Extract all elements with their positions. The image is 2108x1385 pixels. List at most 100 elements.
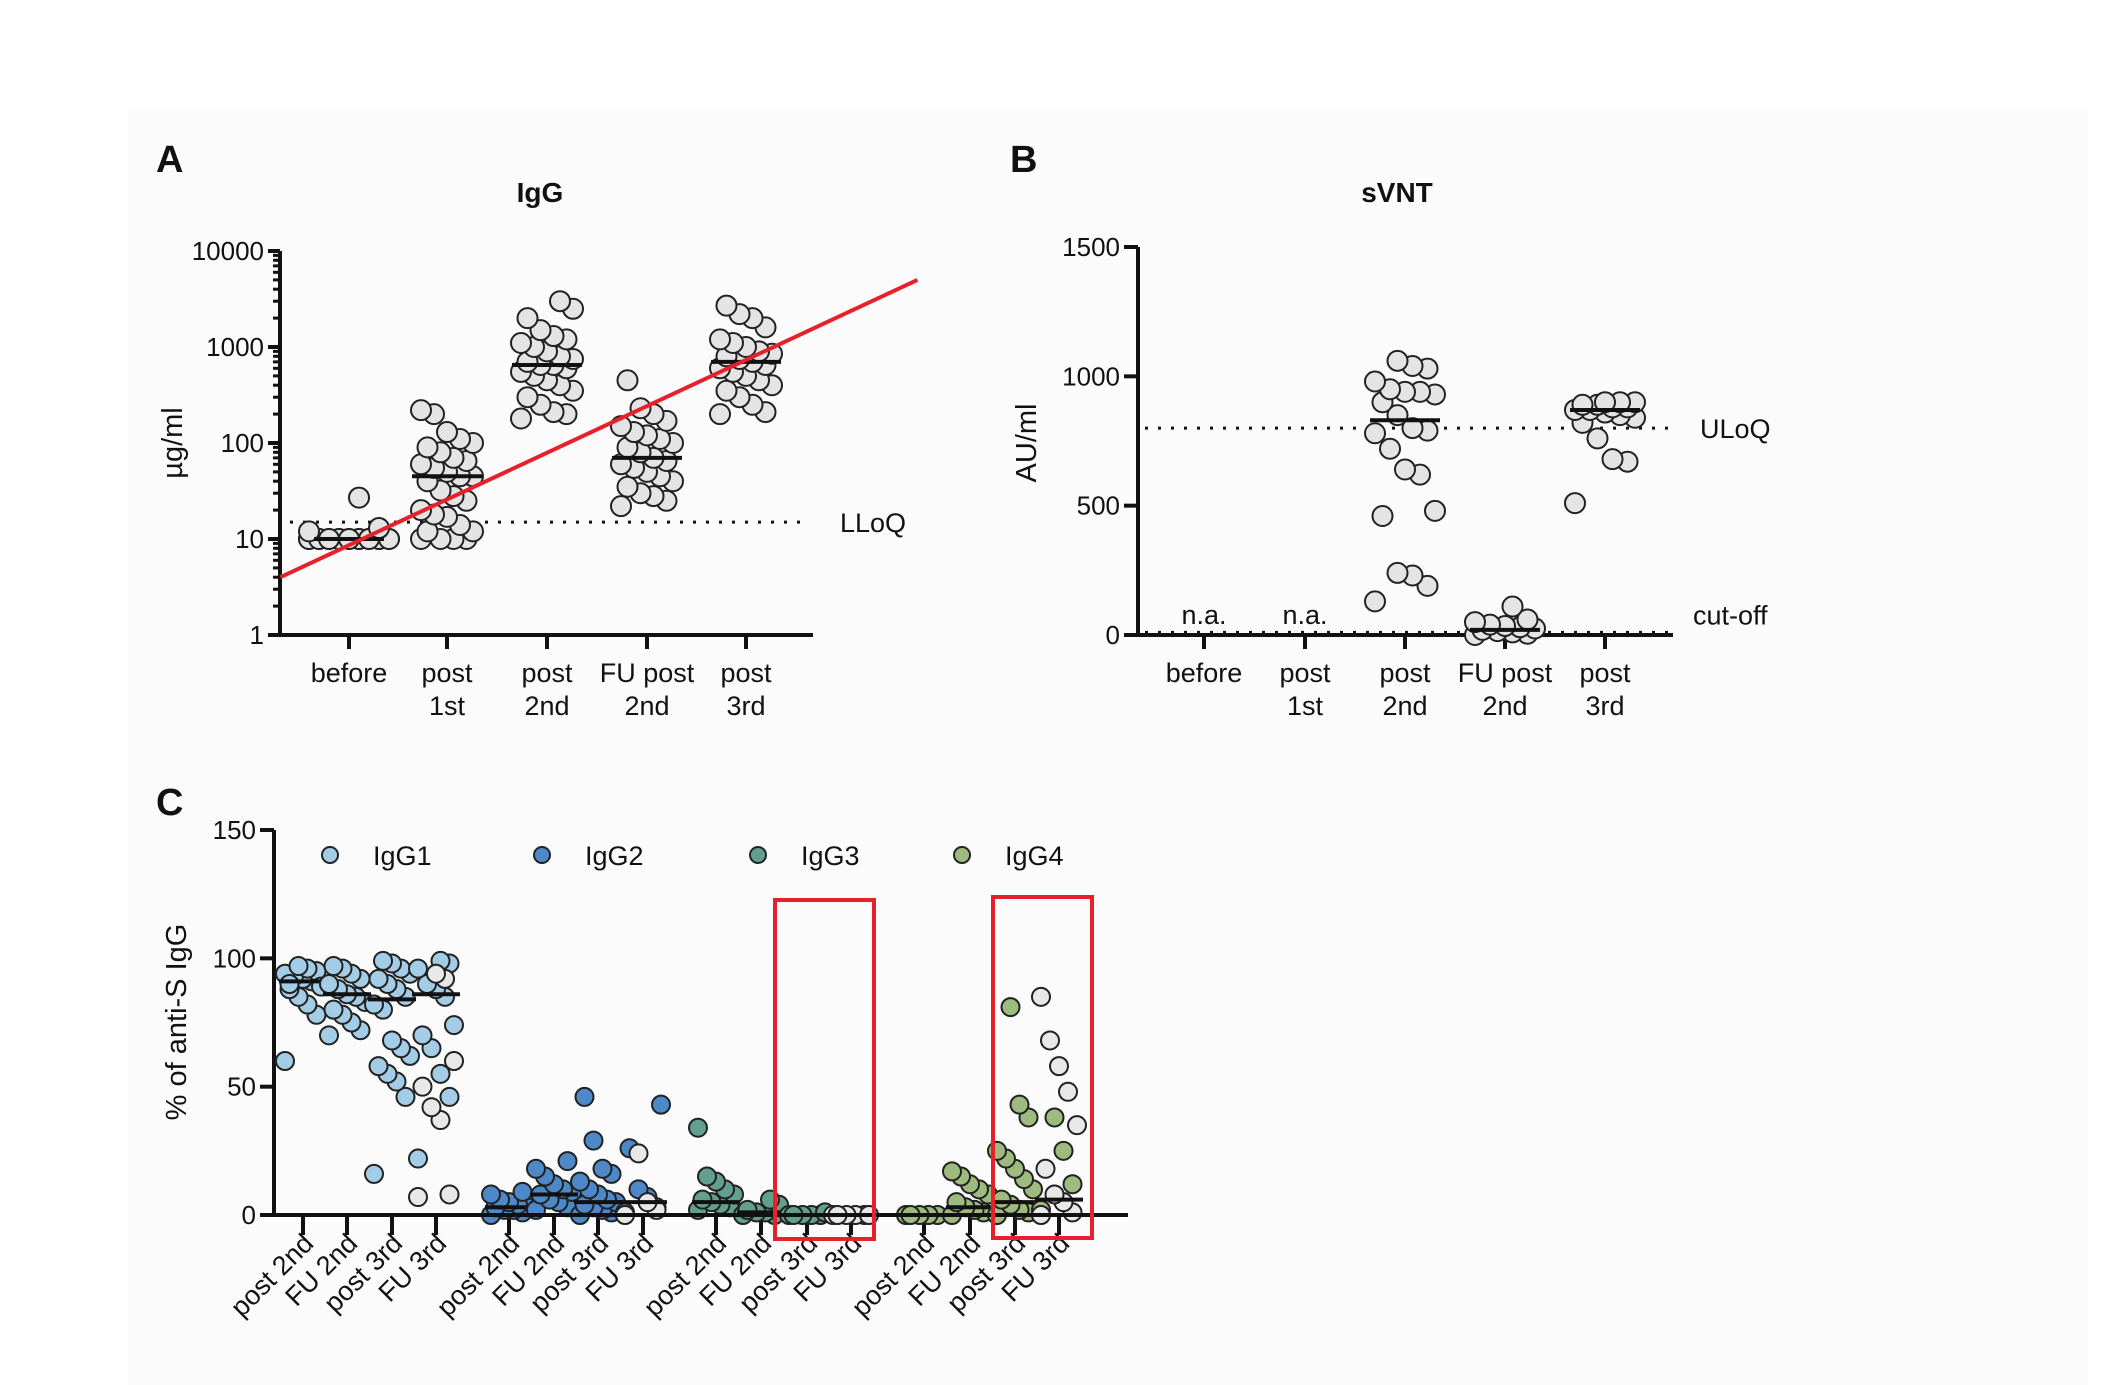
data-point-igg3 — [692, 1189, 713, 1210]
y-tick-label: 0 — [242, 1200, 256, 1230]
data-point-light — [1035, 1158, 1056, 1179]
data-point-igg4 — [1000, 997, 1021, 1018]
data-point-igg1 — [323, 999, 344, 1020]
data-point-light — [1058, 1081, 1078, 1102]
data-point — [616, 369, 639, 392]
red-trend-line — [279, 278, 919, 580]
y-tick-label: 0 — [1106, 620, 1120, 650]
x-tick-label: before — [311, 658, 388, 688]
data-point — [1386, 349, 1409, 372]
data-point — [516, 386, 539, 409]
data-point-igg1 — [382, 1030, 402, 1051]
x-tick-label: post — [720, 658, 772, 688]
data-point-light — [426, 963, 446, 984]
data-point-igg2 — [583, 1130, 604, 1151]
data-point-igg4 — [1053, 1140, 1074, 1161]
data-point — [1501, 595, 1524, 618]
data-point-igg4 — [1009, 1094, 1030, 1115]
data-point-igg1 — [275, 1051, 295, 1071]
data-point — [348, 486, 370, 509]
data-point — [715, 379, 738, 402]
uloq-label: ULoQ — [1700, 414, 1771, 444]
y-axis-label: % of anti-S IgG — [161, 924, 193, 1121]
y-tick-label: 1000 — [1062, 361, 1120, 391]
y-tick-label: 100 — [213, 943, 256, 973]
data-point-igg3 — [688, 1117, 708, 1138]
y-tick-label: 10 — [235, 524, 264, 554]
data-point — [1394, 458, 1416, 481]
chart-title: IgG — [517, 177, 564, 208]
highlight-box-igg3 — [773, 898, 876, 1241]
data-point — [1364, 422, 1386, 445]
x-tick-label: post — [1279, 658, 1331, 688]
x-tick-label: FU post — [1458, 658, 1553, 688]
x-tick-label: 1st — [1287, 691, 1324, 721]
data-point — [1464, 611, 1486, 634]
data-point — [1564, 492, 1586, 515]
x-tick-label: 1st — [429, 691, 466, 721]
data-point-igg1 — [319, 1025, 339, 1046]
x-tick-label: 3rd — [1585, 691, 1624, 721]
y-tick-label: 1500 — [1062, 232, 1120, 262]
na-label: n.a. — [1181, 600, 1226, 630]
data-point-igg2 — [592, 1158, 613, 1179]
legend-label: IgG4 — [1005, 841, 1064, 871]
data-point-igg1 — [288, 956, 309, 977]
data-point-light — [1040, 1030, 1060, 1051]
data-point — [1364, 590, 1386, 613]
data-point-igg1 — [444, 1015, 464, 1036]
data-point — [416, 436, 439, 459]
data-point — [1371, 505, 1394, 528]
legend-label: IgG1 — [373, 841, 432, 871]
legend-marker-igg2 — [533, 846, 551, 864]
legend-marker-igg3 — [749, 846, 767, 864]
data-point-igg4 — [1044, 1107, 1065, 1128]
data-point — [1601, 448, 1624, 471]
chart-title: sVNT — [1361, 177, 1433, 208]
y-tick-label: 150 — [213, 815, 256, 845]
y-axis-label: AU/ml — [1011, 404, 1043, 483]
data-point-light — [408, 1187, 428, 1208]
data-point-igg3 — [697, 1166, 717, 1187]
data-point-igg2 — [557, 1151, 578, 1172]
data-point-igg4 — [991, 1189, 1012, 1210]
data-point — [709, 328, 731, 351]
panel-label-c: C — [156, 782, 183, 824]
x-tick-label: 2nd — [524, 691, 569, 721]
x-tick-label: 2nd — [1382, 691, 1427, 721]
data-point-igg2 — [651, 1094, 671, 1115]
data-point — [616, 475, 639, 498]
y-tick-label: 500 — [1077, 491, 1120, 521]
data-point — [510, 332, 532, 355]
data-point — [298, 520, 320, 543]
data-point — [610, 495, 632, 518]
data-point-igg4 — [987, 1140, 1007, 1161]
y-axis-label: µg/ml — [157, 407, 189, 479]
x-tick-label: 3rd — [726, 691, 765, 721]
lloq-label: LLoQ — [840, 508, 906, 538]
data-point-igg2 — [570, 1171, 590, 1192]
data-point-light — [628, 1143, 649, 1164]
data-point — [1364, 370, 1386, 393]
y-tick-label: 10000 — [192, 236, 264, 266]
data-point — [436, 421, 458, 444]
data-point-light — [1067, 1115, 1087, 1136]
legend-label: IgG2 — [585, 841, 644, 871]
data-point-igg2 — [481, 1184, 501, 1205]
panel-label-b: B — [1010, 139, 1037, 181]
data-point-igg1 — [412, 1025, 433, 1046]
data-point-light — [1031, 986, 1051, 1007]
legend-label: IgG3 — [801, 841, 860, 871]
data-point-igg1 — [408, 1148, 428, 1169]
data-point-light — [1049, 1056, 1069, 1077]
data-point — [1594, 391, 1616, 414]
data-point-igg1 — [279, 974, 300, 994]
data-point-igg1 — [395, 1086, 416, 1107]
data-point-igg1 — [373, 950, 393, 971]
data-point-igg2 — [512, 1181, 533, 1202]
data-point — [410, 399, 432, 422]
panel-label-a: A — [156, 139, 183, 181]
y-tick-label: 1 — [250, 620, 264, 650]
x-tick-label: FU post — [600, 658, 695, 688]
data-point — [510, 407, 532, 430]
